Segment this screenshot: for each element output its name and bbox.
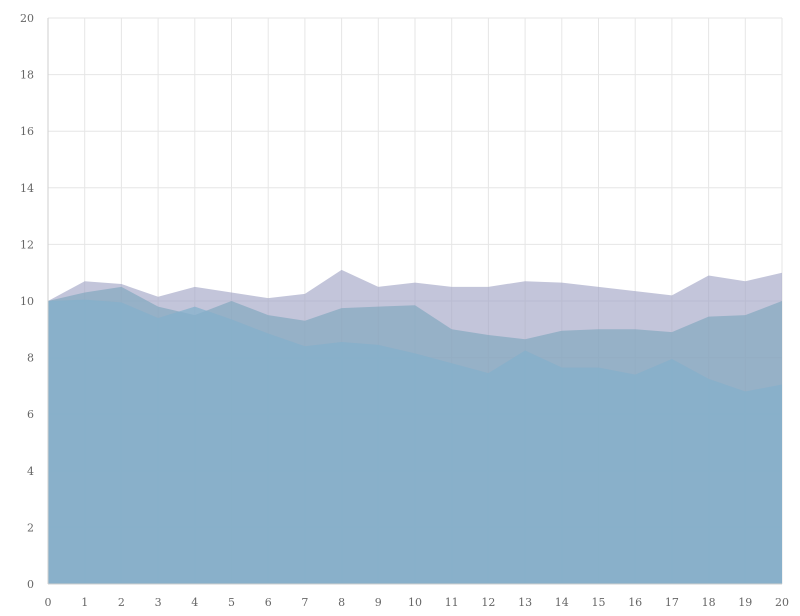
x-tick-label: 12 xyxy=(481,596,495,609)
area-series-group xyxy=(48,269,782,584)
x-tick-label: 0 xyxy=(45,596,52,609)
y-tick-label: 10 xyxy=(20,295,34,308)
x-tick-label: 13 xyxy=(518,596,532,609)
x-tick-label: 2 xyxy=(118,596,125,609)
y-tick-label: 12 xyxy=(20,238,34,251)
y-tick-label: 0 xyxy=(27,578,34,591)
x-tick-label: 19 xyxy=(738,596,752,609)
y-tick-label: 16 xyxy=(20,125,34,138)
x-tick-label: 6 xyxy=(265,596,272,609)
y-tick-label: 20 xyxy=(20,12,34,25)
y-tick-label: 6 xyxy=(27,408,34,421)
area-series-3 xyxy=(48,299,782,584)
x-tick-label: 5 xyxy=(228,596,235,609)
y-tick-label: 8 xyxy=(27,352,34,365)
x-tick-label: 11 xyxy=(445,596,459,609)
axes xyxy=(47,18,782,585)
x-tick-label: 4 xyxy=(191,596,198,609)
y-tick-label: 2 xyxy=(27,521,34,534)
x-tick-label: 18 xyxy=(702,596,716,609)
x-tick-label: 10 xyxy=(408,596,422,609)
x-tick-label: 20 xyxy=(775,596,789,609)
x-tick-label: 15 xyxy=(592,596,606,609)
y-tick-label: 18 xyxy=(20,69,34,82)
x-tick-label: 9 xyxy=(375,596,382,609)
y-tick-label: 14 xyxy=(20,182,34,195)
x-tick-label: 14 xyxy=(555,596,569,609)
x-tick-label: 7 xyxy=(301,596,308,609)
x-tick-label: 8 xyxy=(338,596,345,609)
x-tick-label: 3 xyxy=(155,596,162,609)
y-tick-label: 4 xyxy=(27,465,34,478)
x-tick-label: 17 xyxy=(665,596,679,609)
x-tick-label: 1 xyxy=(81,596,88,609)
x-tick-label: 16 xyxy=(628,596,642,609)
